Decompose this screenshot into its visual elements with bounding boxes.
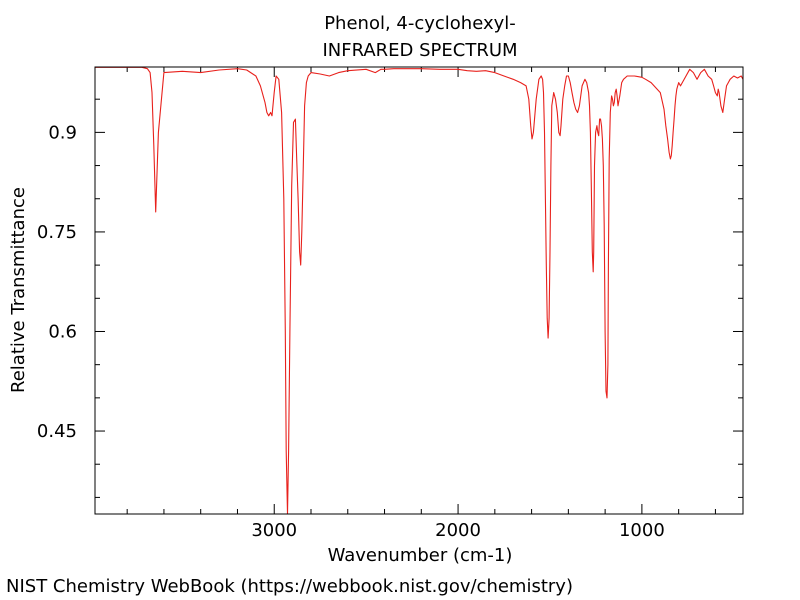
chart-subtitle: INFRARED SPECTRUM <box>322 40 517 61</box>
y-tick-label: 0.6 <box>48 321 77 342</box>
x-tick-label: 1000 <box>619 520 665 541</box>
x-tick-label: 2000 <box>435 520 481 541</box>
y-tick-labels: 0.9 0.75 0.6 0.45 <box>37 122 77 442</box>
axis-ticks <box>95 67 743 514</box>
y-axis-label: Relative Transmittance <box>8 187 29 393</box>
series-group <box>95 66 744 515</box>
y-tick-label: 0.45 <box>37 421 77 442</box>
plot-frame <box>94 66 744 515</box>
y-tick-label: 0.75 <box>37 222 77 243</box>
y-tick-label: 0.9 <box>48 122 77 143</box>
x-tick-labels: 3000 2000 1000 <box>251 520 664 541</box>
x-axis-label: Wavenumber (cm-1) <box>328 545 513 566</box>
spectrum-line <box>95 66 744 515</box>
x-tick-label: 3000 <box>251 520 297 541</box>
chart-title: Phenol, 4-cyclohexyl- <box>324 13 516 34</box>
footer-credit: NIST Chemistry WebBook (https://webbook.… <box>6 576 573 597</box>
